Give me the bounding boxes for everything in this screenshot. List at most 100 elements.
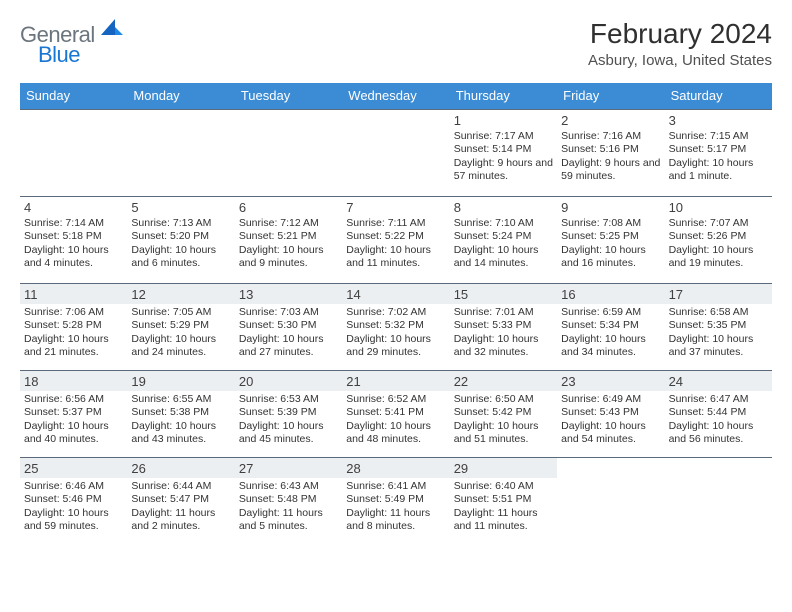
month-year-title: February 2024: [588, 18, 772, 50]
weekday-header: Sunday: [20, 83, 127, 109]
calendar-day-cell: 13 Sunrise: 7:03 AMSunset: 5:30 PMDayligh…: [235, 284, 342, 370]
calendar-day-cell: 2Sunrise: 7:16 AMSunset: 5:16 PMDaylight…: [557, 110, 664, 196]
calendar-day-cell: 11Sunrise: 7:06 AMSunset: 5:28 PMDayligh…: [20, 284, 127, 370]
sunrise-text: Sunrise: 7:12 AM: [239, 217, 338, 230]
sunset-text: Sunset: 5:46 PM: [24, 493, 123, 506]
sunset-text: Sunset: 5:32 PM: [346, 319, 445, 332]
header: General Blue February 2024 Asbury, Iowa,…: [20, 18, 772, 69]
sunrise-text: Sunrise: 7:08 AM: [561, 217, 660, 230]
daylight-text: Daylight: 10 hours and 40 minutes.: [24, 420, 123, 446]
sunrise-text: Sunrise: 7:13 AM: [131, 217, 230, 230]
calendar-day-cell: [235, 110, 342, 196]
calendar-day-cell: [127, 110, 234, 196]
sunrise-text: Sunrise: 6:53 AM: [239, 393, 338, 406]
logo-triangle-icon: [101, 19, 123, 40]
sunset-text: Sunset: 5:18 PM: [24, 230, 123, 243]
sunset-text: Sunset: 5:35 PM: [669, 319, 768, 332]
daylight-text: Daylight: 10 hours and 51 minutes.: [454, 420, 553, 446]
sunrise-text: Sunrise: 6:49 AM: [561, 393, 660, 406]
daylight-text: Daylight: 10 hours and 48 minutes.: [346, 420, 445, 446]
sunrise-text: Sunrise: 7:06 AM: [24, 306, 123, 319]
daylight-text: Daylight: 10 hours and 4 minutes.: [24, 244, 123, 270]
weekday-header: Friday: [557, 83, 664, 109]
calendar-day-cell: 17Sunrise: 6:58 AMSunset: 5:35 PMDayligh…: [665, 284, 772, 370]
calendar-day-cell: 9Sunrise: 7:08 AMSunset: 5:25 PMDaylight…: [557, 197, 664, 283]
daylight-text: Daylight: 11 hours and 11 minutes.: [454, 507, 553, 533]
sunrise-text: Sunrise: 6:56 AM: [24, 393, 123, 406]
day-number: 5: [131, 200, 230, 216]
daylight-text: Daylight: 10 hours and 43 minutes.: [131, 420, 230, 446]
daylight-text: Daylight: 10 hours and 59 minutes.: [24, 507, 123, 533]
day-number: 9: [561, 200, 660, 216]
daylight-text: Daylight: 10 hours and 19 minutes.: [669, 244, 768, 270]
sunrise-text: Sunrise: 6:44 AM: [131, 480, 230, 493]
daylight-text: Daylight: 10 hours and 14 minutes.: [454, 244, 553, 270]
calendar-day-cell: 3Sunrise: 7:15 AMSunset: 5:17 PMDaylight…: [665, 110, 772, 196]
day-number: 14: [342, 284, 449, 304]
calendar-day-cell: 14Sunrise: 7:02 AMSunset: 5:32 PMDayligh…: [342, 284, 449, 370]
sunset-text: Sunset: 5:30 PM: [239, 319, 338, 332]
daylight-text: Daylight: 11 hours and 2 minutes.: [131, 507, 230, 533]
calendar-day-cell: 28Sunrise: 6:41 AMSunset: 5:49 PMDayligh…: [342, 458, 449, 544]
calendar-day-cell: 10Sunrise: 7:07 AMSunset: 5:26 PMDayligh…: [665, 197, 772, 283]
calendar-day-cell: [557, 458, 664, 544]
weekday-header: Monday: [127, 83, 234, 109]
calendar-day-cell: 12Sunrise: 7:05 AMSunset: 5:29 PMDayligh…: [127, 284, 234, 370]
calendar-day-cell: 20Sunrise: 6:53 AMSunset: 5:39 PMDayligh…: [235, 371, 342, 457]
calendar-day-cell: 22Sunrise: 6:50 AMSunset: 5:42 PMDayligh…: [450, 371, 557, 457]
daylight-text: Daylight: 10 hours and 45 minutes.: [239, 420, 338, 446]
daylight-text: Daylight: 10 hours and 24 minutes.: [131, 333, 230, 359]
title-block: February 2024 Asbury, Iowa, United State…: [588, 18, 772, 69]
day-number: 8: [454, 200, 553, 216]
logo-text-blue: Blue: [38, 42, 80, 67]
sunset-text: Sunset: 5:29 PM: [131, 319, 230, 332]
day-number: 25: [20, 458, 127, 478]
daylight-text: Daylight: 9 hours and 57 minutes.: [454, 157, 553, 183]
sunrise-text: Sunrise: 6:43 AM: [239, 480, 338, 493]
sunrise-text: Sunrise: 7:01 AM: [454, 306, 553, 319]
day-number: 13: [235, 284, 342, 304]
sunrise-text: Sunrise: 7:05 AM: [131, 306, 230, 319]
logo: General Blue: [20, 22, 123, 48]
calendar-week-row: 25Sunrise: 6:46 AMSunset: 5:46 PMDayligh…: [20, 457, 772, 544]
calendar-day-cell: 7Sunrise: 7:11 AMSunset: 5:22 PMDaylight…: [342, 197, 449, 283]
sunrise-text: Sunrise: 6:46 AM: [24, 480, 123, 493]
sunset-text: Sunset: 5:42 PM: [454, 406, 553, 419]
sunrise-text: Sunrise: 7:07 AM: [669, 217, 768, 230]
sunset-text: Sunset: 5:48 PM: [239, 493, 338, 506]
sunset-text: Sunset: 5:20 PM: [131, 230, 230, 243]
sunset-text: Sunset: 5:51 PM: [454, 493, 553, 506]
calendar-day-cell: 23Sunrise: 6:49 AMSunset: 5:43 PMDayligh…: [557, 371, 664, 457]
day-number: 27: [235, 458, 342, 478]
sunset-text: Sunset: 5:34 PM: [561, 319, 660, 332]
sunset-text: Sunset: 5:43 PM: [561, 406, 660, 419]
sunset-text: Sunset: 5:44 PM: [669, 406, 768, 419]
sunset-text: Sunset: 5:33 PM: [454, 319, 553, 332]
day-number: 28: [342, 458, 449, 478]
day-number: 15: [450, 284, 557, 304]
day-number: 23: [557, 371, 664, 391]
sunrise-text: Sunrise: 7:03 AM: [239, 306, 338, 319]
sunrise-text: Sunrise: 6:41 AM: [346, 480, 445, 493]
day-number: 16: [557, 284, 664, 304]
day-number: 11: [20, 284, 127, 304]
sunset-text: Sunset: 5:38 PM: [131, 406, 230, 419]
sunrise-text: Sunrise: 6:55 AM: [131, 393, 230, 406]
daylight-text: Daylight: 10 hours and 27 minutes.: [239, 333, 338, 359]
day-number: 24: [665, 371, 772, 391]
day-number: 29: [450, 458, 557, 478]
calendar-day-cell: 19Sunrise: 6:55 AMSunset: 5:38 PMDayligh…: [127, 371, 234, 457]
sunrise-text: Sunrise: 7:15 AM: [669, 130, 768, 143]
location-subtitle: Asbury, Iowa, United States: [588, 52, 772, 69]
day-number: 3: [669, 113, 768, 129]
calendar-day-cell: 16 Sunrise: 6:59 AMSunset: 5:34 PMDayligh…: [557, 284, 664, 370]
sunrise-text: Sunrise: 6:59 AM: [561, 306, 660, 319]
sunrise-text: Sunrise: 6:50 AM: [454, 393, 553, 406]
sunrise-text: Sunrise: 6:58 AM: [669, 306, 768, 319]
calendar-day-cell: 29Sunrise: 6:40 AMSunset: 5:51 PMDayligh…: [450, 458, 557, 544]
sunset-text: Sunset: 5:22 PM: [346, 230, 445, 243]
daylight-text: Daylight: 10 hours and 9 minutes.: [239, 244, 338, 270]
calendar-day-cell: 21Sunrise: 6:52 AMSunset: 5:41 PMDayligh…: [342, 371, 449, 457]
sunrise-text: Sunrise: 6:52 AM: [346, 393, 445, 406]
daylight-text: Daylight: 10 hours and 34 minutes.: [561, 333, 660, 359]
